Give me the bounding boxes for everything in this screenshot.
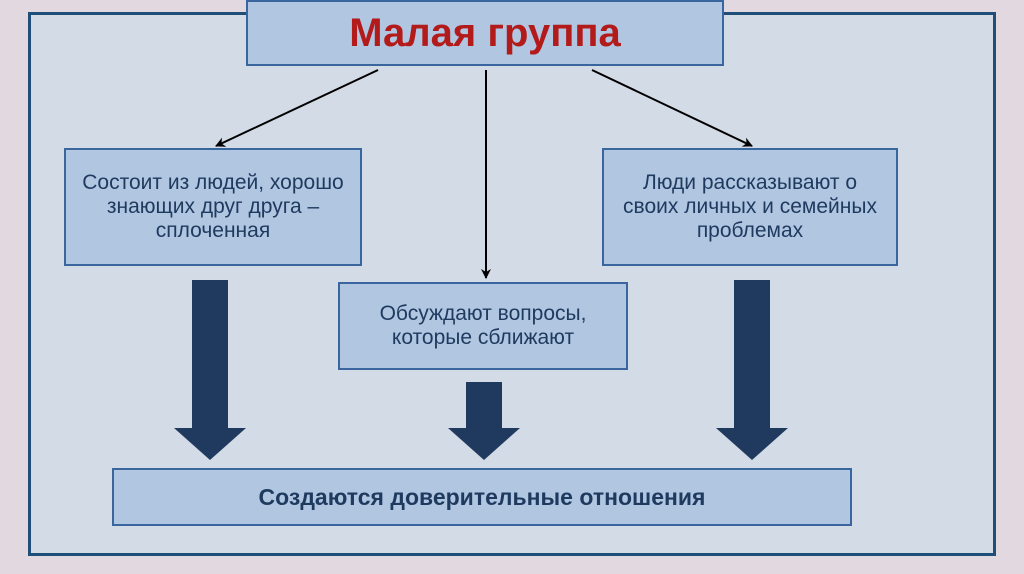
- conclusion-text: Создаются доверительные отношения: [259, 484, 706, 511]
- feature-text-middle: Обсуждают вопросы, которые сближают: [354, 302, 612, 350]
- title-box: Малая группа: [246, 0, 724, 66]
- feature-text-right: Люди рассказывают о своих личных и семей…: [618, 171, 882, 243]
- feature-box-left: Состоит из людей, хорошо знающих друг др…: [64, 148, 362, 266]
- feature-box-middle: Обсуждают вопросы, которые сближают: [338, 282, 628, 370]
- feature-text-left: Состоит из людей, хорошо знающих друг др…: [80, 171, 346, 243]
- title-text: Малая группа: [349, 11, 621, 56]
- feature-box-right: Люди рассказывают о своих личных и семей…: [602, 148, 898, 266]
- conclusion-box: Создаются доверительные отношения: [112, 468, 852, 526]
